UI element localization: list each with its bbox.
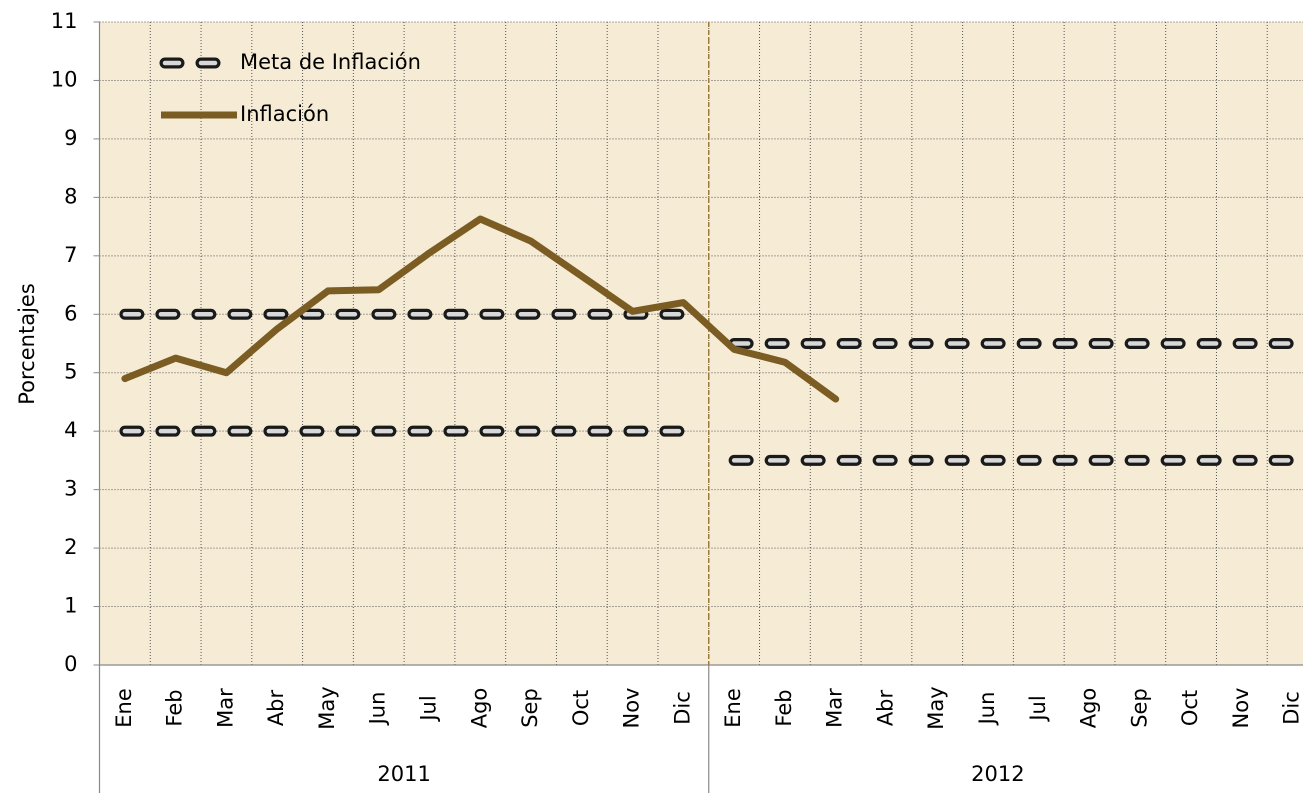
y-tick-label: 3	[64, 477, 77, 501]
y-tick-label: 1	[64, 594, 77, 618]
y-tick-label: 8	[64, 184, 77, 208]
x-tick-label: Jun	[975, 692, 999, 727]
x-tick-label: Sep	[518, 688, 542, 728]
x-tick-label: Sep	[1127, 688, 1151, 728]
x-tick-label: Nov	[620, 688, 644, 729]
y-tick-label: 10	[51, 67, 78, 91]
x-tick-label: May	[924, 686, 948, 729]
x-tick-label: Jul	[1026, 695, 1050, 722]
y-tick-label: 6	[64, 301, 77, 325]
x-tick-label: Dic	[670, 691, 694, 725]
inflation-line	[121, 215, 840, 403]
x-tick-label: Ago	[467, 688, 491, 729]
x-tick-label: Mar	[823, 688, 847, 728]
y-tick-label: 0	[64, 652, 77, 676]
x-tick-label: Mar	[213, 688, 237, 728]
y-tick-label: 11	[51, 9, 78, 33]
x-tick-label: Dic	[1280, 691, 1303, 725]
y-tick-label: 5	[64, 360, 77, 384]
x-tick-label: May	[315, 686, 339, 729]
x-tick-label: Jul	[417, 695, 441, 722]
y-axis-label: Porcentajes	[15, 283, 39, 405]
legend-item: Inflación	[161, 102, 329, 126]
x-tick-label: Jun	[366, 692, 390, 727]
x-tick-label: Nov	[1229, 688, 1253, 729]
group-label: 2011	[377, 762, 430, 786]
x-tick-label: Ene	[721, 688, 745, 728]
x-tick-label: Abr	[264, 689, 288, 726]
group-label: 2012	[971, 762, 1024, 786]
x-tick-label: Oct	[1178, 690, 1202, 726]
x-tick-label: Feb	[772, 689, 796, 726]
y-tick-label: 4	[64, 418, 77, 442]
y-tick-label: 9	[64, 126, 77, 150]
y-tick-label: 7	[64, 243, 77, 267]
x-tick-label: Abr	[873, 689, 897, 726]
y-tick-label: 2	[64, 535, 77, 559]
x-tick-label: Ago	[1077, 688, 1101, 729]
legend-label: Inflación	[240, 102, 329, 126]
legend-item: Meta de Inflación	[159, 50, 421, 74]
x-tick-label: Ene	[112, 688, 136, 728]
legend-label: Meta de Inflación	[240, 50, 421, 74]
x-tick-label: Oct	[569, 690, 593, 726]
x-tick-label: Feb	[163, 689, 187, 726]
